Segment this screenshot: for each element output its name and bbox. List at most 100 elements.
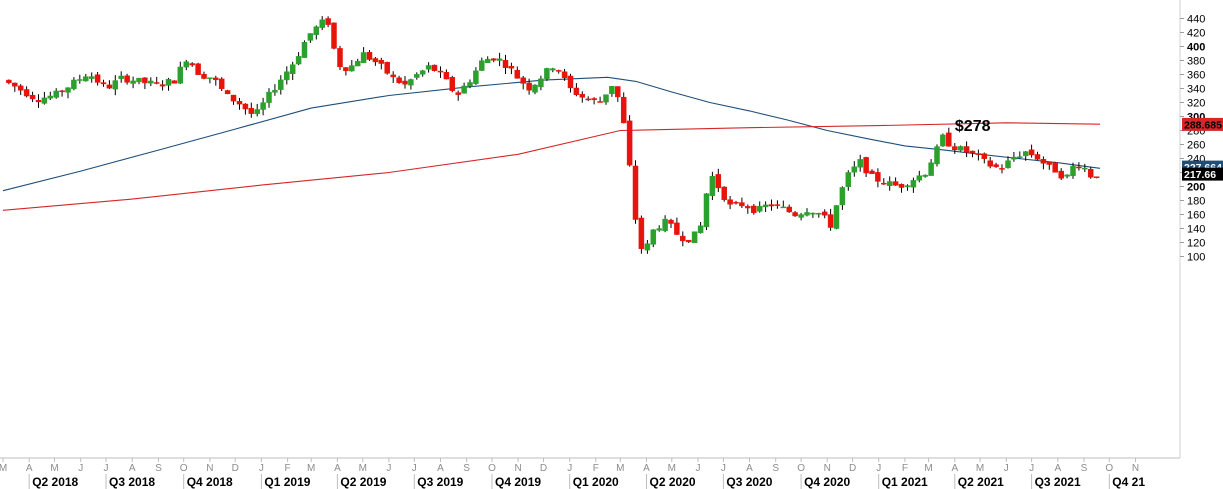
candle-down [774, 204, 781, 206]
candle-down [1046, 162, 1053, 165]
month-label: D [232, 463, 239, 474]
candle-down [224, 90, 231, 95]
candle-down [59, 90, 65, 93]
candle-down [502, 59, 509, 68]
y-axis-ticks: 4404204003803603403203002802602402202001… [1180, 14, 1205, 264]
month-label: M [0, 463, 7, 474]
candle-up [313, 26, 320, 36]
y-tick-label: 340 [1187, 84, 1205, 96]
y-tick-label: 360 [1187, 70, 1205, 82]
quarter-label: Q3 2021 [1035, 475, 1081, 489]
quarter-label: Q1 2019 [264, 475, 310, 489]
y-tick-label: 180 [1187, 196, 1205, 208]
quarter-label: Q2 2021 [958, 475, 1004, 489]
month-label: A [334, 463, 341, 474]
candle-down [35, 100, 42, 103]
month-label: A [26, 463, 33, 474]
candle-down [685, 239, 692, 243]
candle-down [591, 98, 597, 101]
quarter-label: Q2 2020 [650, 475, 696, 489]
candle-down [1028, 149, 1035, 156]
candle-up [496, 58, 503, 61]
candle-down [236, 101, 243, 105]
y-tick-label: 140 [1187, 224, 1205, 236]
month-label: A [129, 463, 136, 474]
candle-down [739, 202, 745, 207]
candle-down [615, 86, 621, 98]
candle-up [254, 109, 260, 114]
month-label: A [746, 463, 753, 474]
quarter-label: Q1 2020 [573, 475, 619, 489]
month-label: F [902, 463, 908, 474]
candle-up [289, 64, 296, 74]
candle-down [366, 52, 373, 60]
y-tick-label: 380 [1187, 56, 1205, 68]
candle-up [709, 176, 716, 196]
candle-down [189, 63, 195, 66]
candle-down [372, 58, 379, 63]
candle-up [284, 71, 290, 81]
candle-down [431, 64, 438, 71]
candle-down [668, 219, 674, 224]
candle-up [272, 90, 278, 93]
candle-up [349, 65, 355, 72]
candle-down [827, 214, 834, 228]
candle-up [1005, 160, 1011, 169]
month-label: A [951, 463, 958, 474]
month-label: M [976, 463, 984, 474]
candle-up [148, 80, 154, 84]
candle-down [680, 235, 686, 242]
candle-down [952, 146, 958, 151]
candle-down [946, 132, 952, 147]
candle-up [703, 193, 710, 228]
candle-up [71, 79, 77, 90]
quarter-label: Q3 2020 [726, 475, 772, 489]
candle-up [414, 74, 420, 78]
candle-down [892, 181, 899, 186]
month-label: J [386, 463, 391, 474]
candle-up [41, 97, 48, 104]
candle-up [845, 172, 852, 187]
candle-down [159, 84, 166, 87]
month-label: J [104, 463, 109, 474]
candle-up [1082, 167, 1088, 170]
price-tag-bg [1182, 167, 1223, 181]
candle-up [1064, 174, 1070, 177]
candle-down [171, 80, 178, 84]
candle-down [881, 182, 887, 185]
month-label: A [1054, 463, 1061, 474]
candle-up [83, 76, 89, 82]
candle-up [183, 61, 190, 68]
candle-up [609, 86, 615, 95]
month-label: F [285, 463, 291, 474]
candle-down [579, 93, 586, 98]
candle-up [697, 225, 704, 234]
y-tick-label: 100 [1187, 252, 1205, 264]
month-label: M [924, 463, 932, 474]
candle-up [130, 80, 136, 84]
candle-up [65, 87, 71, 93]
month-label: A [643, 463, 650, 474]
candle-down [390, 74, 396, 78]
month-label: D [849, 463, 856, 474]
candle-up [603, 94, 609, 103]
candle-down [963, 146, 970, 153]
candle-down [508, 66, 515, 69]
candle-down [378, 59, 385, 64]
candle-up [940, 134, 946, 147]
candle-up [419, 70, 426, 75]
moving-average-lines [2, 76, 1101, 211]
candle-up [656, 228, 662, 231]
candle-up [360, 52, 367, 64]
candle-down [626, 120, 633, 166]
y-tick-label: 200 [1187, 182, 1205, 194]
candle-down [242, 103, 249, 110]
price-tag: 288.685 [1182, 117, 1223, 131]
candle-down [561, 71, 568, 78]
candle-up [922, 174, 928, 177]
candle-up [207, 77, 213, 79]
month-label: J [1029, 463, 1034, 474]
candle-down [142, 77, 148, 84]
candle-down [443, 72, 450, 80]
